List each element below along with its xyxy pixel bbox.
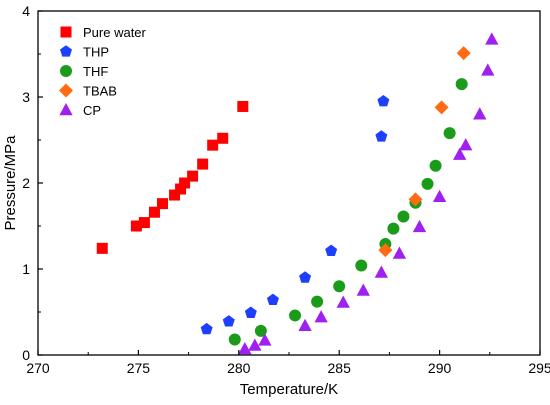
data-point-thf [387, 222, 400, 235]
data-point-tbab [434, 100, 449, 115]
data-point-cp [298, 318, 312, 332]
data-point-pure-water [197, 158, 209, 170]
data-point-pure-water [130, 220, 142, 232]
legend-marker-cp [59, 103, 73, 116]
legend-label: THF [83, 64, 108, 79]
y-tick-label: 0 [22, 347, 30, 363]
legend-item-thp: THP [60, 45, 109, 60]
data-point-cp [238, 341, 252, 355]
data-point-thp [377, 95, 390, 107]
data-point-thf [355, 259, 368, 272]
data-point-thf [455, 78, 468, 91]
data-point-cp [412, 219, 427, 233]
y-tick-label: 2 [22, 175, 30, 191]
data-point-cp [336, 295, 350, 308]
y-tick-label: 1 [22, 261, 30, 277]
data-point-tbab [378, 243, 393, 258]
data-point-cp [374, 265, 389, 278]
data-layer [96, 32, 499, 355]
data-point-cp [481, 63, 495, 76]
data-point-thp [299, 271, 312, 283]
data-point-pure-water [207, 139, 219, 151]
x-axis-title: Temperature/K [240, 381, 338, 398]
data-point-thf [289, 309, 302, 322]
data-point-pure-water [179, 177, 191, 189]
data-point-thp [375, 130, 388, 142]
x-tick-label: 290 [428, 360, 452, 376]
x-tick-label: 270 [26, 360, 50, 376]
data-point-cp [392, 246, 407, 259]
data-point-thf [228, 333, 241, 346]
data-point-pure-water [169, 189, 181, 201]
data-point-thp [266, 293, 279, 306]
data-point-pure-water [156, 198, 168, 210]
data-point-pure-water [96, 242, 108, 254]
data-point-tbab [456, 46, 471, 61]
y-tick-label: 3 [22, 89, 30, 105]
plot-frame [37, 10, 541, 356]
data-point-thf [443, 127, 456, 140]
data-point-thp [200, 322, 213, 335]
data-point-cp [356, 283, 370, 296]
y-tick-label: 4 [22, 3, 30, 19]
data-point-thf [254, 324, 267, 337]
data-point-thf [311, 295, 324, 308]
data-point-pure-water [187, 170, 199, 182]
x-tick-label: 275 [127, 360, 151, 376]
data-point-thp [325, 244, 338, 257]
series-tbab [378, 46, 471, 258]
data-point-cp [485, 32, 499, 45]
data-point-cp [258, 333, 272, 346]
data-point-cp [459, 138, 473, 151]
data-point-cp [473, 107, 487, 120]
legend-label: Pure water [83, 25, 147, 40]
x-tick-label: 280 [227, 360, 251, 376]
legend-marker-thp [60, 45, 72, 57]
legend-marker-thf [60, 65, 72, 77]
data-point-thf [429, 159, 442, 172]
data-point-thf [397, 210, 410, 223]
data-point-pure-water [138, 217, 150, 229]
data-point-pure-water [237, 100, 249, 112]
data-point-cp [432, 189, 447, 203]
data-point-cp [248, 338, 262, 351]
data-point-pure-water [175, 183, 187, 195]
data-point-pure-water [217, 132, 229, 144]
legend-label: THP [83, 45, 109, 60]
legend-item-thf: THF [60, 64, 108, 79]
data-point-cp [453, 147, 467, 160]
legend-item-tbab: TBAB [59, 83, 117, 99]
legend-marker-pure-water [60, 26, 72, 38]
data-point-pure-water [148, 206, 160, 218]
data-point-thf [421, 177, 434, 190]
x-tick-label: 295 [528, 360, 550, 376]
y-axis-title: Pressure/MPa [2, 135, 19, 231]
x-tick-label: 285 [328, 360, 352, 376]
legend-label: TBAB [83, 84, 117, 99]
series-thp [200, 95, 390, 335]
data-point-thp [222, 315, 235, 327]
legend: Pure water THP THF TBAB CP [59, 25, 147, 118]
legend-item-cp: CP [59, 103, 101, 118]
data-point-thp [244, 306, 257, 318]
series-pure-water [96, 100, 249, 254]
series-cp [238, 32, 499, 355]
legend-label: CP [83, 103, 101, 118]
axis-ticks: 270 275 280 285 290 295 0 1 2 3 4 [22, 3, 550, 376]
legend-item-pure-water: Pure water [60, 25, 147, 40]
data-point-thf [333, 280, 346, 293]
legend-marker-tbab [59, 83, 73, 98]
data-point-cp [314, 310, 328, 323]
data-point-tbab [408, 192, 423, 207]
